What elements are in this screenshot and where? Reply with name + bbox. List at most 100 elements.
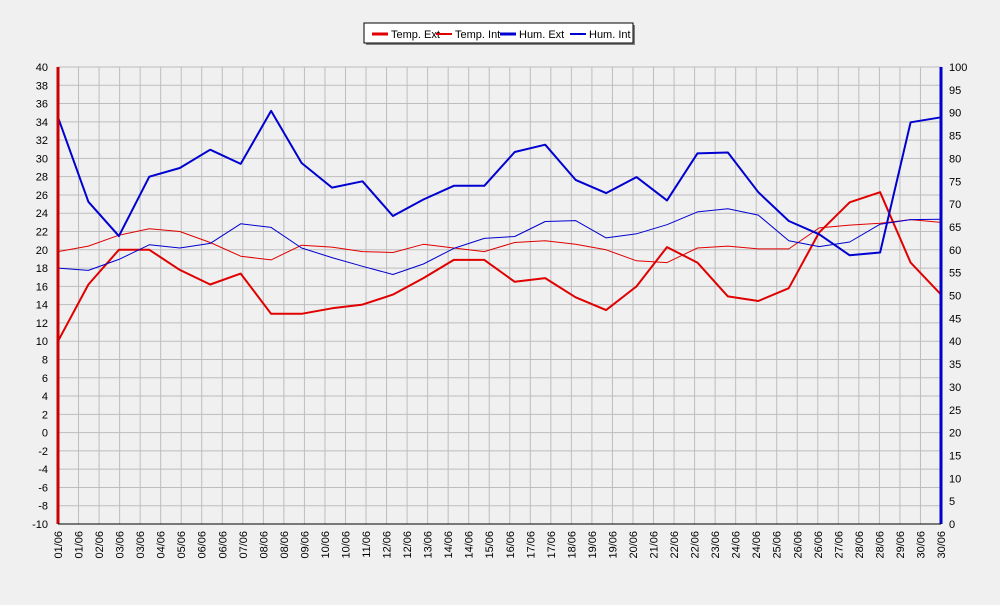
series-line-2 — [57, 109, 942, 257]
x-tick-label: 09/06 — [299, 531, 311, 559]
left-tick-label: -8 — [38, 501, 48, 513]
x-tick-label: 11/06 — [361, 531, 373, 558]
right-tick-label: 55 — [949, 268, 961, 280]
left-tick-label: 16 — [36, 281, 48, 293]
left-tick-label: 24 — [36, 208, 48, 220]
legend-box — [363, 22, 634, 44]
right-tick-label: 10 — [949, 473, 961, 485]
x-tick-label: 04/06 — [156, 531, 168, 559]
series-line-1 — [57, 219, 942, 264]
x-tick-label: 24/06 — [731, 531, 743, 559]
left-tick-label: 40 — [36, 62, 48, 74]
x-tick-label: 17/06 — [525, 531, 537, 559]
right-tick-label: 70 — [949, 199, 961, 211]
right-tick-label: 50 — [949, 291, 961, 303]
left-tick-label: 36 — [36, 99, 48, 111]
x-tick-label: 19/06 — [587, 531, 599, 559]
x-tick-label: 18/06 — [566, 531, 578, 559]
left-tick-label: 28 — [36, 172, 48, 184]
right-tick-label: 60 — [949, 245, 961, 257]
right-tick-label: 45 — [949, 313, 961, 325]
x-tick-label: 15/06 — [484, 531, 496, 559]
x-tick-label: 14/06 — [464, 531, 476, 559]
left-tick-label: 2 — [42, 409, 48, 421]
x-tick-label: 07/06 — [238, 531, 250, 559]
right-tick-label: 100 — [949, 62, 967, 74]
right-tick-label: 20 — [949, 428, 961, 440]
x-tick-label: 29/06 — [895, 531, 907, 559]
legend-label-0: Temp. Ext — [391, 29, 440, 41]
x-tick-label: 24/06 — [751, 531, 763, 559]
left-tick-label: 6 — [42, 373, 48, 385]
left-tick-label: 38 — [36, 80, 48, 92]
x-tick-label: 27/06 — [833, 531, 845, 559]
legend-label-1: Temp. Int — [455, 29, 500, 41]
series-line-0 — [57, 191, 942, 342]
left-tick-label: 20 — [36, 245, 48, 257]
series-line-3 — [57, 208, 942, 275]
x-tick-label: 16/06 — [505, 531, 517, 559]
left-tick-label: -10 — [32, 519, 48, 531]
x-tick-label: 12/06 — [402, 531, 414, 559]
x-tick-label: 01/06 — [74, 531, 86, 559]
x-tick-label: 05/06 — [176, 531, 188, 559]
left-tick-label: 30 — [36, 153, 48, 165]
left-tick-label: 8 — [42, 354, 48, 366]
left-tick-label: 10 — [36, 336, 48, 348]
right-tick-label: 30 — [949, 382, 961, 394]
x-tick-label: 23/06 — [710, 531, 722, 559]
left-tick-label: 26 — [36, 190, 48, 202]
legend: Temp. Ext Temp. Int Hum. Ext Hum. Int — [363, 22, 635, 45]
x-tick-label: 20/06 — [628, 531, 640, 559]
x-tick-label: 25/06 — [772, 531, 784, 559]
x-tick-label: 26/06 — [813, 531, 825, 559]
left-tick-label: 14 — [36, 300, 48, 312]
legend-label-3: Hum. Int — [589, 29, 631, 41]
right-tick-label: 35 — [949, 359, 961, 371]
x-tick-label: 03/06 — [135, 531, 147, 559]
left-tick-label: -4 — [38, 464, 48, 476]
left-tick-label: 12 — [36, 318, 48, 330]
left-tick-label: 18 — [36, 263, 48, 275]
x-tick-label: 28/06 — [854, 531, 866, 559]
x-tick-label: 22/06 — [669, 531, 681, 559]
x-tick-label: 30/06 — [936, 531, 948, 559]
left-tick-label: 0 — [42, 428, 48, 440]
plot-area — [58, 67, 941, 524]
x-tick-label: 06/06 — [197, 531, 209, 559]
left-tick-label: 32 — [36, 135, 48, 147]
right-tick-label: 25 — [949, 405, 961, 417]
left-tick-label: 4 — [42, 391, 48, 403]
right-tick-label: 65 — [949, 222, 961, 234]
right-tick-label: 40 — [949, 336, 961, 348]
left-tick-label: -6 — [38, 482, 48, 494]
x-tick-label: 28/06 — [874, 531, 886, 559]
right-tick-label: 80 — [949, 153, 961, 165]
left-tick-label: 22 — [36, 227, 48, 239]
x-tick-label: 10/06 — [320, 531, 332, 559]
x-tick-label: 22/06 — [690, 531, 702, 559]
x-tick-label: 06/06 — [217, 531, 229, 559]
x-tick-label: 12/06 — [382, 531, 394, 559]
x-tick-label: 03/06 — [115, 531, 127, 559]
right-tick-label: 0 — [949, 519, 955, 531]
right-tick-label: 15 — [949, 450, 961, 462]
x-tick-label: 30/06 — [915, 531, 927, 559]
x-tick-label: 21/06 — [649, 531, 661, 559]
right-tick-label: 75 — [949, 176, 961, 188]
left-tick-label: 34 — [36, 117, 48, 129]
x-tick-label: 08/06 — [258, 531, 270, 559]
right-tick-label: 90 — [949, 108, 961, 120]
left-tick-label: -2 — [38, 446, 48, 458]
x-tick-label: 10/06 — [340, 531, 352, 559]
right-tick-label: 95 — [949, 85, 961, 97]
x-tick-label: 26/06 — [792, 531, 804, 559]
legend-label-2: Hum. Ext — [519, 29, 564, 41]
x-tick-label: 08/06 — [279, 531, 291, 559]
right-tick-label: 5 — [949, 496, 955, 508]
x-tick-label: 17/06 — [546, 531, 558, 559]
x-tick-label: 19/06 — [607, 531, 619, 559]
right-tick-label: 85 — [949, 131, 961, 143]
